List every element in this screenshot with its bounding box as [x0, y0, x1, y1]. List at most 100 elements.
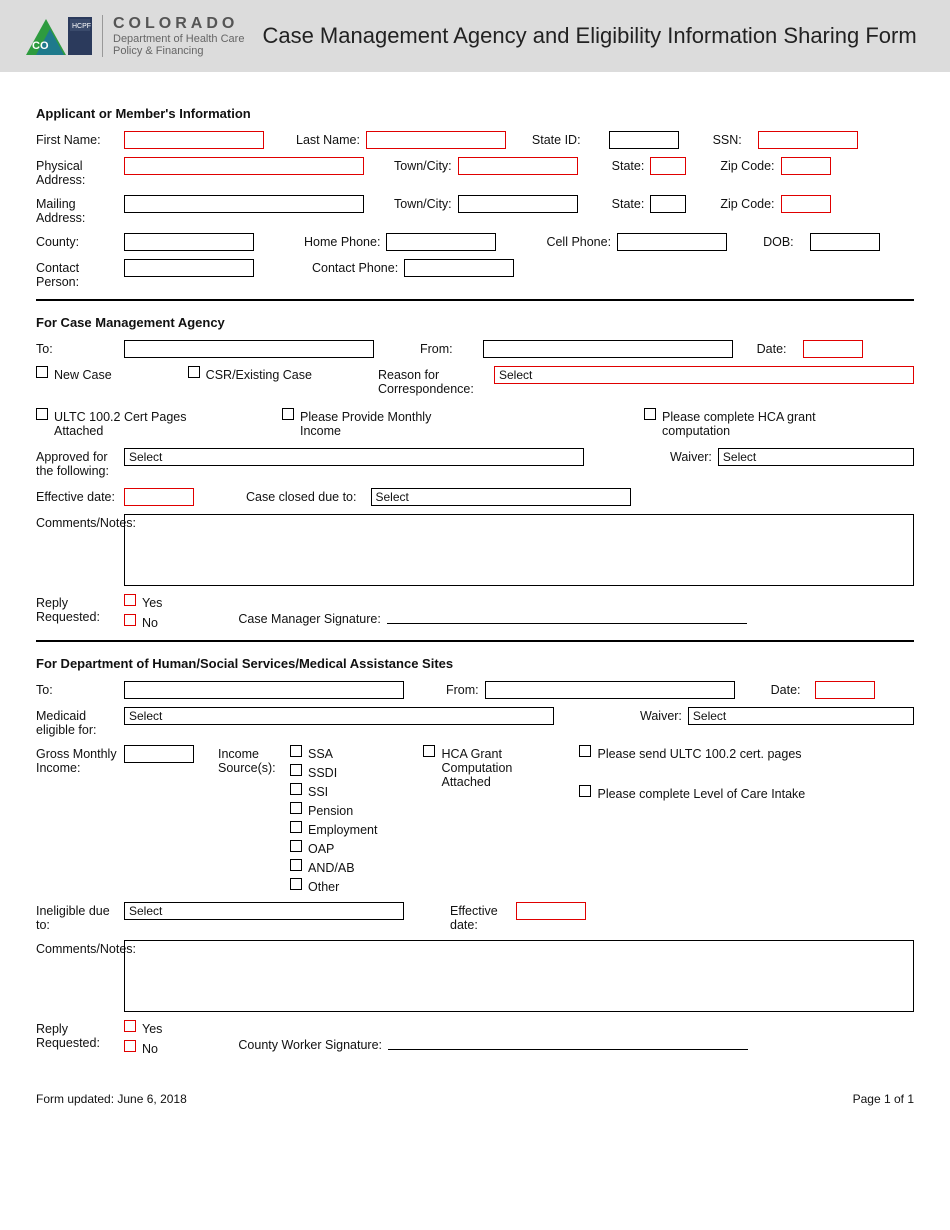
lbl-cma-waiver: Waiver:: [670, 448, 712, 464]
cma-eff-date-field[interactable]: [124, 488, 194, 506]
svg-text:CO: CO: [32, 40, 49, 52]
physical-zip-field[interactable]: [781, 157, 831, 175]
lbl-cell-phone: Cell Phone:: [546, 233, 611, 249]
cma-waiver-select[interactable]: Select: [718, 448, 914, 466]
cb-source-ssi[interactable]: SSI: [290, 783, 377, 799]
dhs-comments-field[interactable]: [124, 940, 914, 1012]
dhs-signature-line[interactable]: [388, 1036, 748, 1050]
ineligible-select[interactable]: Select: [124, 902, 404, 920]
lbl-dhs-reply: Reply Requested:: [36, 1020, 118, 1050]
cb-source-other[interactable]: Other: [290, 878, 377, 894]
ssn-field[interactable]: [758, 131, 858, 149]
lbl-cma-from: From:: [420, 340, 453, 356]
cb-dhs-reply-no[interactable]: No: [124, 1040, 162, 1056]
lbl-ineligible: Ineligible due to:: [36, 902, 118, 932]
lbl-dhs-signature: County Worker Signature:: [238, 1036, 382, 1052]
approved-select[interactable]: Select: [124, 448, 584, 466]
cb-csr-existing[interactable]: CSR/Existing Case: [188, 366, 312, 382]
lbl-dhs-eff-date: Effective date:: [450, 902, 510, 932]
cma-date-field[interactable]: [803, 340, 863, 358]
form-title: Case Management Agency and Eligibility I…: [262, 23, 916, 49]
cb-source-ssdi[interactable]: SSDI: [290, 764, 377, 780]
cb-source-andab[interactable]: AND/AB: [290, 859, 377, 875]
dhs-to-field[interactable]: [124, 681, 404, 699]
divider-1: [36, 299, 914, 301]
physical-address-field[interactable]: [124, 157, 364, 175]
income-sources-list: SSA SSDI SSI Pension Employment OAP AND/…: [290, 745, 377, 894]
cb-new-case[interactable]: New Case: [36, 366, 112, 382]
cb-ultc-attached[interactable]: ULTC 100.2 Cert Pages Attached: [36, 408, 276, 438]
contact-person-field[interactable]: [124, 259, 254, 277]
lbl-approved: Approved for the following:: [36, 448, 118, 478]
lbl-first-name: First Name:: [36, 131, 118, 147]
cb-cma-reply-yes[interactable]: Yes: [124, 594, 162, 610]
gross-income-field[interactable]: [124, 745, 194, 763]
section-cma-heading: For Case Management Agency: [36, 315, 914, 330]
dhs-date-field[interactable]: [815, 681, 875, 699]
physical-city-field[interactable]: [458, 157, 578, 175]
lbl-contact-person: Contact Person:: [36, 259, 118, 289]
cb-source-employment[interactable]: Employment: [290, 821, 377, 837]
lbl-dhs-date: Date:: [771, 681, 801, 697]
mailing-city-field[interactable]: [458, 195, 578, 213]
last-name-field[interactable]: [366, 131, 506, 149]
cb-monthly-income[interactable]: Please Provide Monthly Income: [282, 408, 542, 438]
first-name-field[interactable]: [124, 131, 264, 149]
lbl-reason: Reason for Correspondence:: [378, 366, 488, 396]
section-dhs-heading: For Department of Human/Social Services/…: [36, 656, 914, 671]
section-applicant-heading: Applicant or Member's Information: [36, 106, 914, 121]
cma-to-field[interactable]: [124, 340, 374, 358]
org-dept-1: Department of Health Care: [113, 33, 244, 45]
cb-complete-loc[interactable]: Please complete Level of Care Intake: [579, 785, 805, 801]
org-dept-2: Policy & Financing: [113, 45, 244, 57]
page-body: Applicant or Member's Information First …: [0, 72, 950, 1074]
mailing-state-field[interactable]: [650, 195, 686, 213]
dob-field[interactable]: [810, 233, 880, 251]
lbl-medicaid: Medicaid eligible for:: [36, 707, 118, 737]
case-closed-select[interactable]: Select: [371, 488, 631, 506]
lbl-state-id: State ID:: [532, 131, 581, 147]
logo-block: HCPF CO COLORADO Department of Health Ca…: [24, 11, 244, 61]
lbl-gross-income: Gross Monthly Income:: [36, 745, 118, 775]
mailing-address-field[interactable]: [124, 195, 364, 213]
cb-source-ssa[interactable]: SSA: [290, 745, 377, 761]
dhs-waiver-select[interactable]: Select: [688, 707, 914, 725]
cb-source-pension[interactable]: Pension: [290, 802, 377, 818]
dhs-eff-date-field[interactable]: [516, 902, 586, 920]
lbl-contact-phone: Contact Phone:: [312, 259, 398, 275]
dept-text: COLORADO Department of Health Care Polic…: [102, 15, 244, 57]
lbl-dob: DOB:: [763, 233, 794, 249]
svg-text:HCPF: HCPF: [72, 23, 91, 30]
lbl-state-1: State:: [612, 157, 645, 173]
lbl-state-2: State:: [612, 195, 645, 211]
lbl-county: County:: [36, 233, 118, 249]
cb-send-ultc[interactable]: Please send ULTC 100.2 cert. pages: [579, 745, 805, 761]
medicaid-select[interactable]: Select: [124, 707, 554, 725]
cb-dhs-reply-yes[interactable]: Yes: [124, 1020, 162, 1036]
reason-select[interactable]: Select: [494, 366, 914, 384]
physical-state-field[interactable]: [650, 157, 686, 175]
cell-phone-field[interactable]: [617, 233, 727, 251]
contact-phone-field[interactable]: [404, 259, 514, 277]
cb-hca-grant[interactable]: Please complete HCA grant computation: [644, 408, 842, 438]
lbl-ssn: SSN:: [713, 131, 742, 147]
cma-signature-line[interactable]: [387, 610, 747, 624]
dhs-from-field[interactable]: [485, 681, 735, 699]
lbl-zip-2: Zip Code:: [720, 195, 774, 211]
cb-cma-reply-no[interactable]: No: [124, 614, 162, 630]
mailing-zip-field[interactable]: [781, 195, 831, 213]
cb-hca-attached[interactable]: HCA Grant Computation Attached: [423, 745, 553, 789]
lbl-income-sources: Income Source(s):: [218, 745, 284, 775]
lbl-dhs-to: To:: [36, 681, 118, 697]
state-id-field[interactable]: [609, 131, 679, 149]
lbl-cma-signature: Case Manager Signature:: [238, 610, 380, 626]
county-field[interactable]: [124, 233, 254, 251]
cma-from-field[interactable]: [483, 340, 733, 358]
lbl-town-city-2: Town/City:: [394, 195, 452, 211]
form-header: HCPF CO COLORADO Department of Health Ca…: [0, 0, 950, 72]
home-phone-field[interactable]: [386, 233, 496, 251]
lbl-last-name: Last Name:: [296, 131, 360, 147]
page-footer: Form updated: June 6, 2018 Page 1 of 1: [0, 1074, 950, 1118]
cb-source-oap[interactable]: OAP: [290, 840, 377, 856]
cma-comments-field[interactable]: [124, 514, 914, 586]
